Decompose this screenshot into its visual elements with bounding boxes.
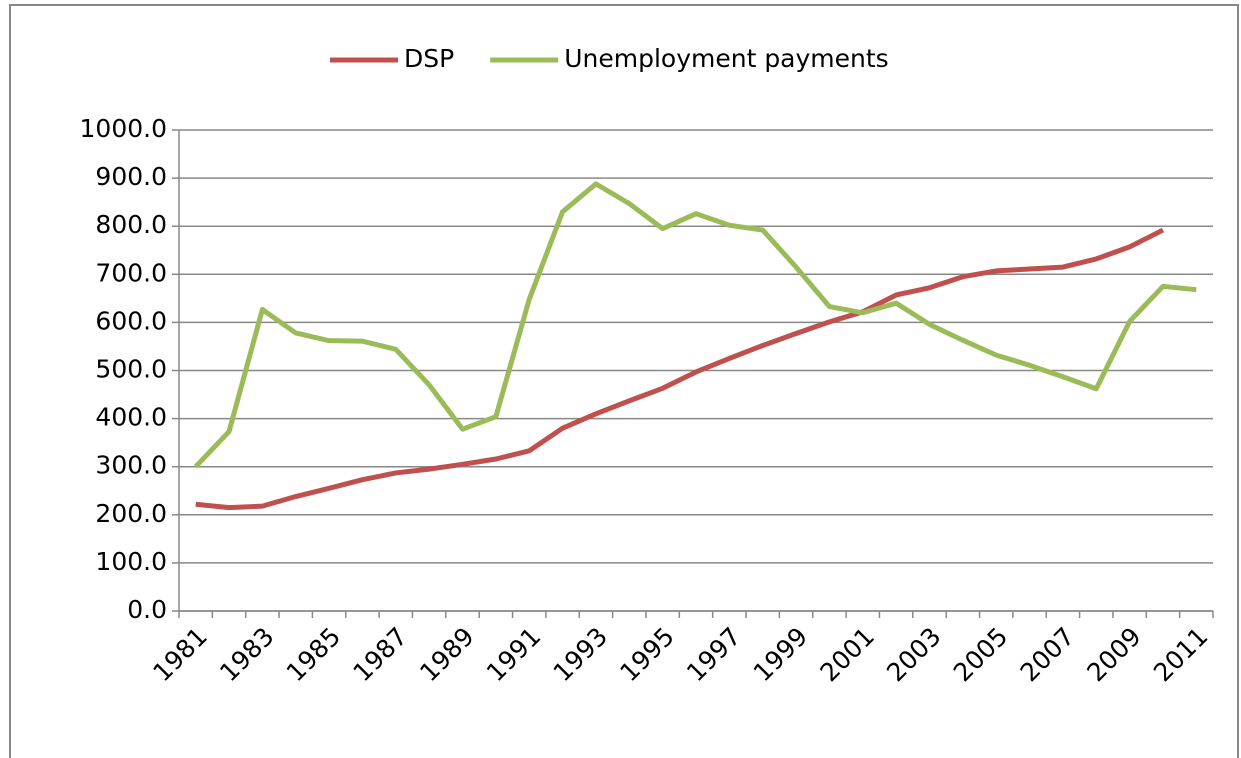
legend-label: DSP bbox=[404, 44, 454, 73]
data-line bbox=[193, 181, 1197, 469]
y-tick-label: 300.0 bbox=[95, 451, 167, 480]
data-line bbox=[195, 227, 1165, 511]
y-tick-label: 800.0 bbox=[95, 210, 167, 239]
y-tick-label: 1000.0 bbox=[80, 114, 167, 143]
y-tick-label: 600.0 bbox=[95, 306, 167, 335]
y-tick-label: 500.0 bbox=[95, 355, 167, 384]
y-tick-label: 0.0 bbox=[127, 595, 167, 624]
y-tick-label: 700.0 bbox=[95, 258, 167, 287]
y-tick-label: 900.0 bbox=[95, 162, 167, 191]
y-tick-label: 400.0 bbox=[95, 403, 167, 432]
y-tick-label: 200.0 bbox=[95, 499, 167, 528]
legend-label: Unemployment payments bbox=[564, 44, 889, 73]
y-tick-label: 100.0 bbox=[95, 547, 167, 576]
